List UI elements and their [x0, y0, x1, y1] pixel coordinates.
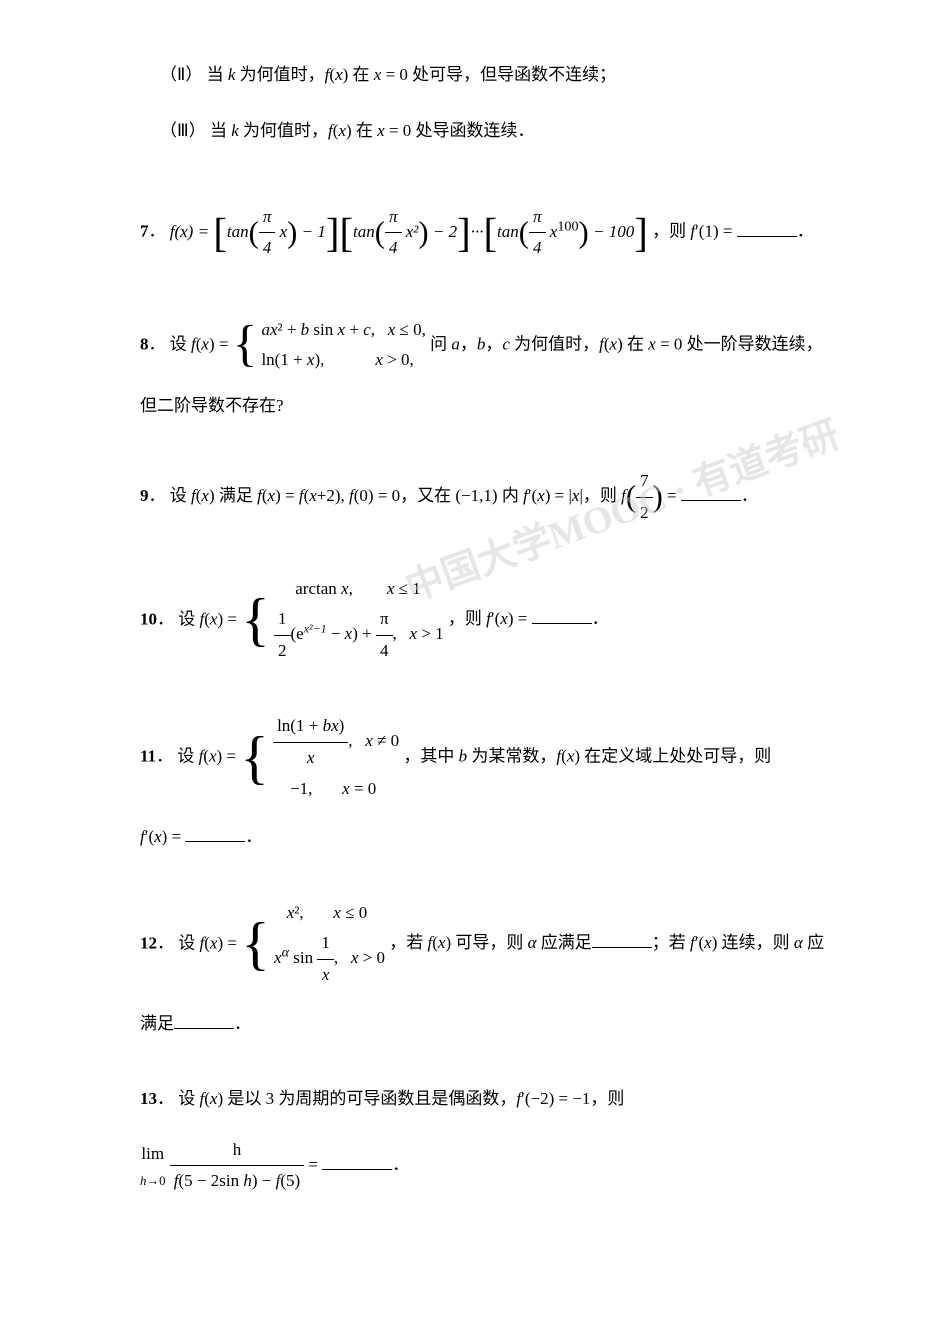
- text-13: 设 f(x) 是以 3 为周期的可导函数且是偶函数，f′(−2) = −1，则: [178, 1089, 624, 1108]
- problem-10: 10． 设 f(x) = { arctan x, x ≤ 1 12(ex²−1 …: [140, 574, 830, 667]
- num-9: 9: [140, 486, 149, 505]
- num-8: 8: [140, 334, 149, 353]
- piecewise-10: { arctan x, x ≤ 1 12(ex²−1 − x) + π4, x …: [241, 574, 443, 667]
- blank-11: [185, 841, 245, 842]
- sub-part-2: （Ⅱ） 当 k 为何值时，f(x) 在 x = 0 处可导，但导函数不连续；: [140, 60, 830, 91]
- text-3: 当 k 为何值时，f(x) 在 x = 0 处导函数连续．: [210, 121, 535, 140]
- page-content: （Ⅱ） 当 k 为何值时，f(x) 在 x = 0 处可导，但导函数不连续； （…: [0, 0, 950, 1322]
- num-11: 11: [140, 747, 156, 766]
- num-12: 12: [140, 933, 157, 952]
- problem-8: 8． 设 f(x) = { ax² + b sin x + c, x ≤ 0, …: [140, 315, 830, 422]
- problem-11: 11． 设 f(x) = { ln(1 + bx)x, x ≠ 0 −1, x …: [140, 711, 830, 852]
- roman-2: （Ⅱ）: [160, 65, 202, 84]
- lead-12: 设 f(x) =: [178, 933, 241, 952]
- line2-8: 但二阶导数不存在?: [140, 391, 830, 422]
- eq-13: = ．: [308, 1155, 409, 1174]
- tail-11: ，其中 b 为某常数，f(x) 在定义域上处处可导，则: [403, 747, 771, 766]
- sub-part-3: （Ⅲ） 当 k 为何值时，f(x) 在 x = 0 处导函数连续．: [140, 116, 830, 147]
- piecewise-11: { ln(1 + bx)x, x ≠ 0 −1, x = 0: [240, 711, 399, 804]
- piecewise-8: { ax² + b sin x + c, x ≤ 0, ln(1 + x), x…: [233, 315, 426, 376]
- formula-7: f(x) = [tan(π4 x) − 1][tan(π4 x²) − 2]··…: [170, 222, 652, 241]
- lead-8: 设 f(x) =: [170, 334, 233, 353]
- problem-9: 9． 设 f(x) 满足 f(x) = f(x+2), f(0) = 0，又在 …: [140, 466, 830, 528]
- blank-9: [681, 500, 741, 501]
- problem-12: 12． 设 f(x) = { x², x ≤ 0 xα sin 1x, x > …: [140, 898, 830, 1039]
- tail-12: ，若 f(x) 可导，则 α 应满足；若 f′(x) 连续，则 α 应: [389, 933, 824, 952]
- blank-12a: [592, 947, 652, 948]
- problem-7: 7． f(x) = [tan(π4 x) − 1][tan(π4 x²) − 2…: [140, 196, 830, 269]
- blank-7: [737, 236, 797, 237]
- num-10: 10: [140, 609, 157, 628]
- blank-10: [532, 623, 592, 624]
- text-2: 当 k 为何值时，f(x) 在 x = 0 处可导，但导函数不连续；: [207, 65, 617, 84]
- num-7: 7: [140, 222, 149, 241]
- limit-13: lim h→0 h f(5 − 2sin h) − f(5) = ．: [140, 1135, 830, 1197]
- lead-10: 设 f(x) =: [178, 609, 241, 628]
- num-13: 13: [140, 1089, 157, 1108]
- blank-13: [322, 1169, 392, 1170]
- tail-8: 问 a，b，c 为何值时，f(x) 在 x = 0 处一阶导数连续，: [430, 334, 823, 353]
- lead-11: 设 f(x) =: [177, 747, 240, 766]
- text-9: 设 f(x) 满足 f(x) = f(x+2), f(0) = 0，又在 (−1…: [170, 486, 758, 505]
- piecewise-12: { x², x ≤ 0 xα sin 1x, x > 0: [241, 898, 385, 991]
- line2-12: 满足．: [140, 1009, 830, 1040]
- blank-12b: [174, 1028, 234, 1029]
- roman-3: （Ⅲ）: [160, 121, 206, 140]
- tail-10: ，则 f′(x) = ．: [448, 609, 609, 628]
- line2-11: f′(x) = ．: [140, 822, 830, 853]
- problem-13: 13． 设 f(x) 是以 3 为周期的可导函数且是偶函数，f′(−2) = −…: [140, 1084, 830, 1197]
